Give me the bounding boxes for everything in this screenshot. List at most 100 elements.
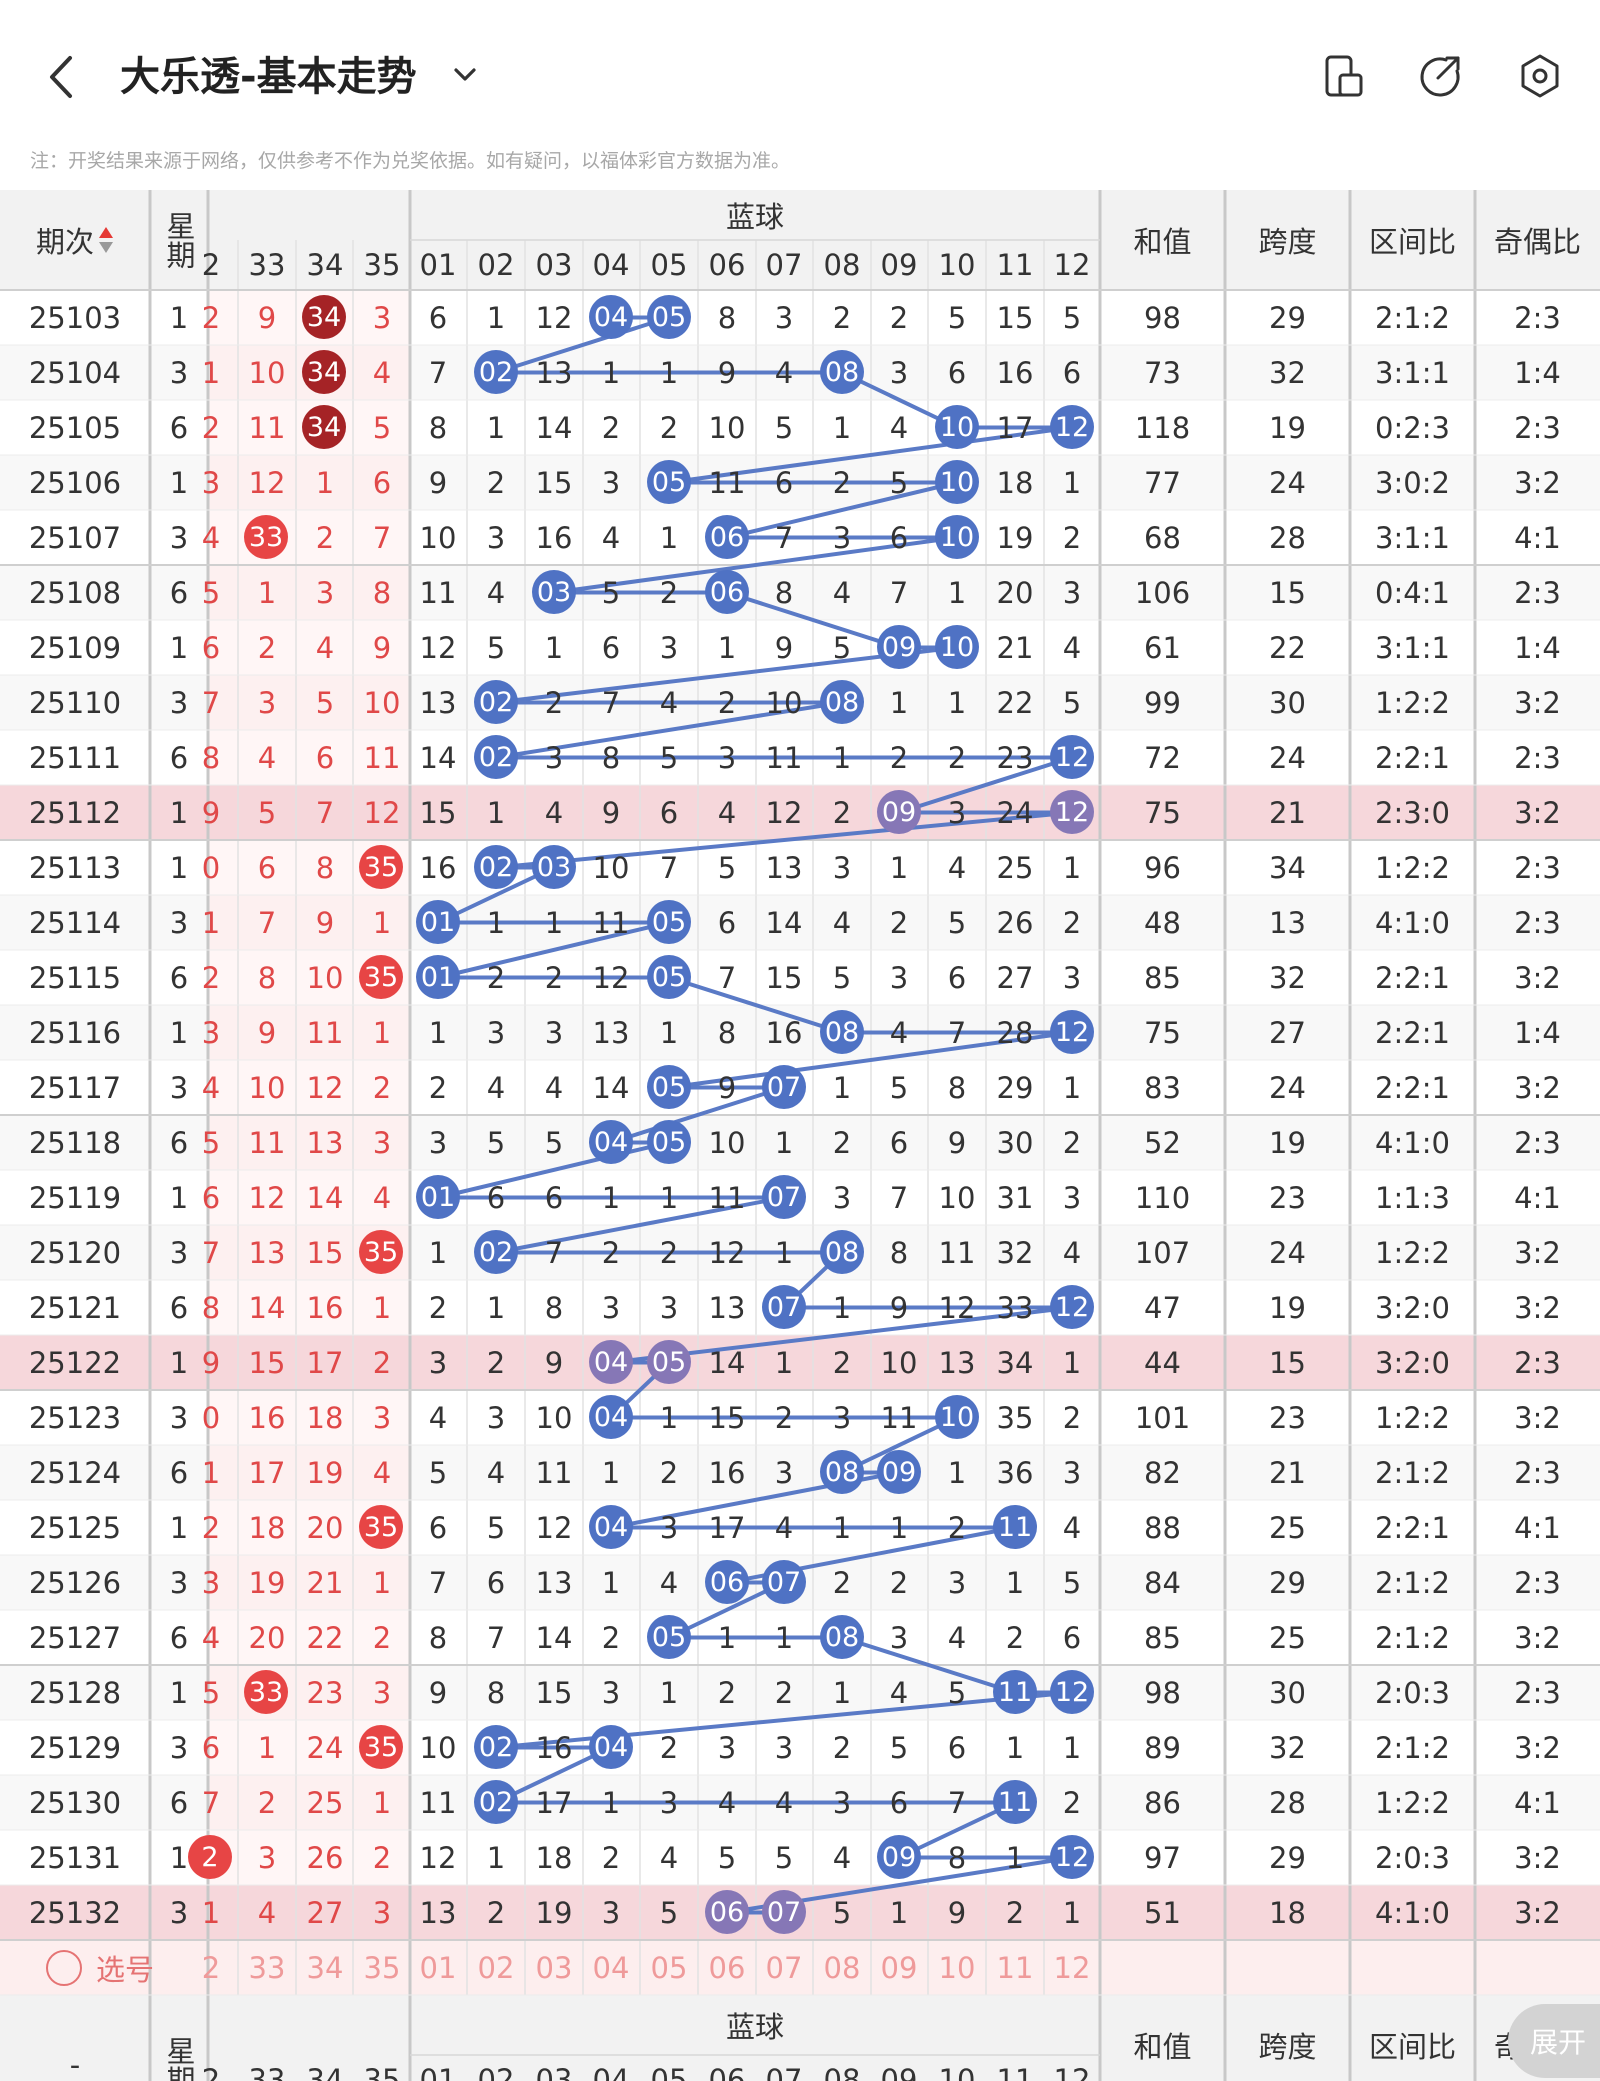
footer-blue-col-header: 03 (535, 2063, 573, 2081)
front-number-cell: 2 (201, 960, 221, 995)
blue-miss-cell: 14 (419, 740, 457, 775)
page-title: 大乐透-基本走势 (120, 54, 417, 100)
blue-miss-cell: 3 (659, 1510, 679, 1545)
select-front-number[interactable]: 2 (201, 1950, 221, 1985)
select-front-number[interactable]: 34 (306, 1950, 344, 1985)
blue-ball: 01 (416, 955, 460, 999)
front-number-cell: 8 (257, 960, 277, 995)
blue-miss-cell: 32 (996, 1235, 1034, 1270)
blue-miss-cell: 15 (996, 300, 1034, 335)
select-blue-number[interactable]: 04 (592, 1950, 630, 1985)
front-number-cell: 5 (372, 410, 392, 445)
span-cell: 19 (1269, 410, 1306, 445)
select-blue-number[interactable]: 10 (938, 1950, 976, 1985)
disclaimer-notice: 注：开奖结果来源于网络，仅供参考不作为兑奖依据。如有疑问，以福体彩官方数据为准。 (30, 150, 791, 172)
settings-icon (1521, 54, 1559, 98)
front-number-cell: 7 (372, 520, 392, 555)
select-blue-number[interactable]: 08 (823, 1950, 861, 1985)
blue-ball: 10 (935, 405, 979, 449)
blue-miss-cell: 10 (938, 1180, 976, 1215)
zone-ratio-cell: 3:1:1 (1375, 355, 1450, 390)
front-area-bg (208, 895, 410, 950)
blue-miss-cell: 1 (717, 1620, 737, 1655)
blue-miss-cell: 2 (832, 1565, 852, 1600)
expand-button[interactable]: 展开 (1508, 2004, 1600, 2078)
blue-miss-cell: 12 (938, 1290, 976, 1325)
period-cell: 25123 (28, 1400, 122, 1435)
select-blue-number[interactable]: 11 (996, 1950, 1034, 1985)
blue-miss-cell: 13 (765, 850, 803, 885)
blue-ball: 07 (762, 1065, 806, 1109)
blue-ball: 12 (1050, 1010, 1094, 1054)
front-area-bg (208, 1775, 410, 1830)
blue-miss-cell: 10 (419, 1730, 457, 1765)
front-number-cell: 2 (257, 1785, 277, 1820)
period-header-button[interactable]: 期次 (0, 190, 150, 290)
week-cell: 3 (169, 1565, 189, 1600)
layout-button[interactable] (1320, 52, 1368, 100)
select-blue-number[interactable]: 07 (765, 1950, 803, 1985)
blue-miss-cell: 9 (717, 1070, 737, 1105)
blue-miss-cell: 10 (535, 1400, 573, 1435)
select-front-number[interactable]: 33 (248, 1950, 286, 1985)
footer-front-col-header: 2 (201, 2063, 221, 2081)
week-cell: 6 (169, 740, 189, 775)
blue-miss-cell: 1 (1005, 1730, 1025, 1765)
blue-miss-cell: 7 (947, 1785, 967, 1820)
share-button[interactable] (1416, 52, 1464, 100)
period-cell: 25121 (28, 1290, 122, 1325)
blue-miss-cell: 6 (774, 465, 794, 500)
select-front-number[interactable]: 35 (363, 1950, 401, 1985)
blue-trend-line (437, 315, 1073, 1915)
blue-ball: 02 (474, 735, 518, 779)
blue-miss-cell: 7 (544, 1235, 564, 1270)
blue-ball: 04 (589, 1505, 633, 1549)
select-blue-number[interactable]: 03 (535, 1950, 573, 1985)
select-blue-number[interactable]: 09 (880, 1950, 918, 1985)
footer-blue-col-header: 09 (880, 2063, 918, 2081)
select-blue-number[interactable]: 12 (1053, 1950, 1091, 1985)
blue-miss-cell: 11 (535, 1455, 573, 1490)
blue-miss-cell: 3 (1062, 575, 1082, 610)
week-cell: 1 (169, 630, 189, 665)
settings-button[interactable] (1516, 52, 1564, 100)
odd-even-cell: 2:3 (1514, 740, 1561, 775)
blue-miss-cell: 3 (832, 520, 852, 555)
zone-ratio-cell: 1:2:2 (1375, 1785, 1450, 1820)
front-area-bg (208, 1390, 410, 1445)
blue-miss-cell: 11 (592, 905, 630, 940)
zone-ratio-cell: 3:2:0 (1375, 1290, 1450, 1325)
odd-even-header: 奇偶比 (1493, 225, 1581, 259)
select-blue-number[interactable]: 01 (419, 1950, 457, 1985)
blue-miss-cell: 6 (1062, 1620, 1082, 1655)
span-cell: 27 (1269, 1015, 1306, 1050)
title-dropdown-button[interactable] (448, 58, 482, 92)
blue-miss-cell: 7 (717, 960, 737, 995)
select-number-button[interactable]: 选号 (0, 1940, 208, 1995)
footer-sum-header: 和值 (1133, 2030, 1192, 2064)
front-number-cell: 2 (372, 1840, 392, 1875)
period-cell: 25112 (28, 795, 122, 830)
blue-ball: 12 (1050, 1670, 1094, 1714)
blue-ball: 02 (474, 350, 518, 394)
front-number-cell: 2 (201, 300, 221, 335)
blue-ball: 05 (647, 900, 691, 944)
select-blue-number[interactable]: 05 (650, 1950, 688, 1985)
back-button[interactable] (40, 50, 80, 104)
blue-miss-cell: 16 (996, 355, 1034, 390)
select-blue-number[interactable]: 06 (708, 1950, 746, 1985)
span-cell: 29 (1269, 300, 1306, 335)
period-cell: 25117 (28, 1070, 122, 1105)
blue-miss-cell: 1 (947, 685, 967, 720)
blue-miss-cell: 2 (1005, 1895, 1025, 1930)
select-blue-number[interactable]: 02 (477, 1950, 515, 1985)
front-area-bg (208, 1060, 410, 1115)
blue-miss-cell: 7 (659, 850, 679, 885)
front-number-cell: 4 (201, 1070, 221, 1105)
sum-cell: 44 (1144, 1345, 1181, 1380)
week-cell: 3 (169, 1235, 189, 1270)
blue-miss-cell: 5 (659, 740, 679, 775)
blue-miss-cell: 4 (486, 1070, 506, 1105)
blue-miss-cell: 3 (1062, 1180, 1082, 1215)
blue-miss-cell: 28 (996, 1015, 1034, 1050)
